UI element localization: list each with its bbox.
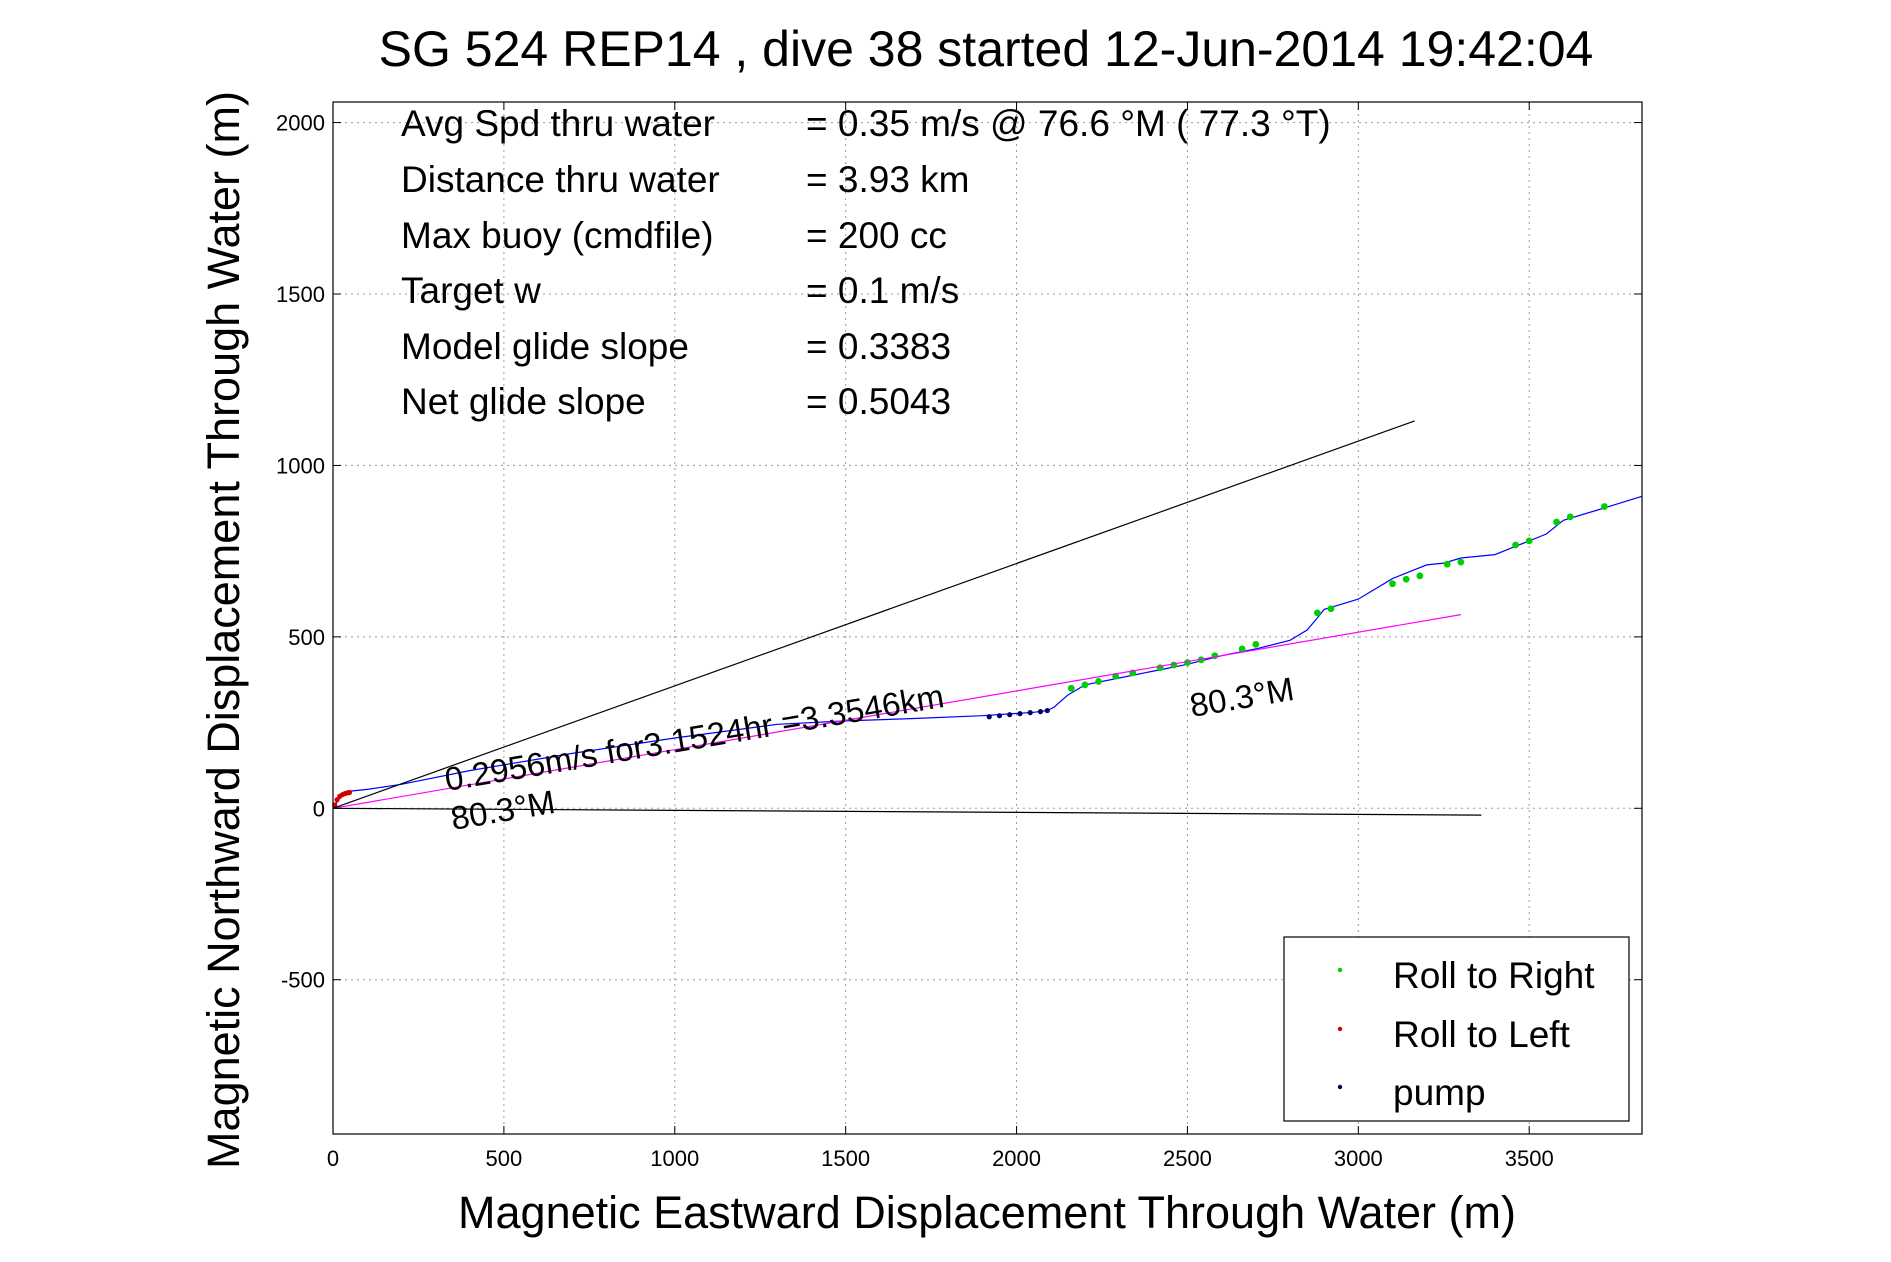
axis-ticks: 0 500 1000 1500 2000 2500 3000 3500 -500 0 500 1000… — [276, 102, 1642, 1171]
data-point — [1402, 575, 1410, 583]
data-point — [1525, 537, 1533, 545]
data-point — [1313, 609, 1321, 617]
summary-block: Avg Spd thru water = 0.35 m/s @ 76.6 °M … — [401, 103, 1331, 422]
summary-label: Net glide slope — [401, 381, 646, 422]
summary-label: Max buoy (cmdfile) — [401, 215, 714, 256]
data-point — [1044, 707, 1050, 714]
y-tick-label: 1000 — [276, 453, 325, 478]
data-point — [1067, 684, 1075, 692]
series-pump — [986, 707, 1050, 720]
legend-marker-roll-left — [1337, 1026, 1343, 1032]
x-tick-label: 2500 — [1163, 1146, 1212, 1171]
data-point — [1252, 641, 1260, 648]
data-point — [346, 789, 353, 796]
x-axis-label: Magnetic Eastward Displacement Through W… — [458, 1187, 1516, 1238]
data-point — [986, 714, 992, 720]
x-tick-label: 2000 — [992, 1146, 1041, 1171]
summary-value: = 3.93 km — [806, 159, 970, 200]
data-point — [1037, 709, 1044, 715]
data-point — [1566, 513, 1574, 521]
y-tick-label: 2000 — [276, 111, 325, 136]
grid-lines — [333, 102, 1642, 1134]
x-tick-label: 3500 — [1505, 1146, 1554, 1171]
summary-label: Model glide slope — [401, 326, 689, 367]
y-tick-label: -500 — [281, 968, 325, 993]
data-point — [1081, 681, 1089, 689]
data-point — [1211, 652, 1219, 660]
y-tick-label: 0 — [313, 796, 325, 821]
data-point — [1095, 678, 1102, 685]
series-line-5 — [332, 420, 1415, 809]
legend-label: Roll to Right — [1393, 955, 1595, 996]
series-line-6 — [332, 807, 1482, 816]
summary-value: = 0.1 m/s — [806, 270, 959, 311]
data-point — [1007, 712, 1013, 718]
x-tick-label: 500 — [486, 1146, 523, 1171]
data-point — [1027, 710, 1033, 716]
data-point — [1238, 645, 1246, 653]
summary-value: = 0.5043 — [806, 381, 951, 422]
data-point — [1197, 656, 1205, 664]
legend: Roll to Right Roll to Left pump — [1283, 936, 1630, 1122]
plot-frame — [332, 101, 1643, 1135]
series-group — [332, 420, 1643, 816]
y-tick-label: 1500 — [276, 282, 325, 307]
series-line-4 — [332, 614, 1462, 809]
summary-value: = 0.35 m/s @ 76.6 °M ( 77.3 °T) — [806, 103, 1331, 144]
data-point — [996, 713, 1003, 719]
x-tick-label: 1000 — [650, 1146, 699, 1171]
summary-label: Avg Spd thru water — [401, 103, 715, 144]
data-point — [1457, 558, 1465, 566]
legend-label: pump — [1393, 1072, 1486, 1113]
y-tick-label: 500 — [288, 625, 325, 650]
data-point — [1327, 605, 1335, 613]
summary-label: Target w — [401, 270, 541, 311]
data-point — [1170, 661, 1178, 669]
x-tick-label: 1500 — [821, 1146, 870, 1171]
summary-label: Distance thru water — [401, 159, 720, 200]
data-point — [1389, 580, 1396, 588]
x-tick-label: 0 — [327, 1146, 339, 1171]
summary-value: = 0.3383 — [806, 326, 951, 367]
chart-title: SG 524 REP14 , dive 38 started 12-Jun-20… — [379, 21, 1594, 77]
x-tick-label: 3000 — [1334, 1146, 1383, 1171]
data-point — [1443, 560, 1451, 568]
data-point — [1553, 518, 1560, 526]
legend-label: Roll to Left — [1393, 1014, 1571, 1055]
legend-marker-pump — [1337, 1084, 1343, 1090]
legend-marker-roll-right — [1337, 967, 1343, 973]
data-point — [1416, 572, 1424, 580]
y-axis-label: Magnetic Northward Displacement Through … — [198, 91, 249, 1169]
data-point — [1017, 711, 1023, 717]
data-point — [1601, 503, 1608, 510]
data-point — [1512, 541, 1519, 549]
summary-value: = 200 cc — [806, 215, 947, 256]
